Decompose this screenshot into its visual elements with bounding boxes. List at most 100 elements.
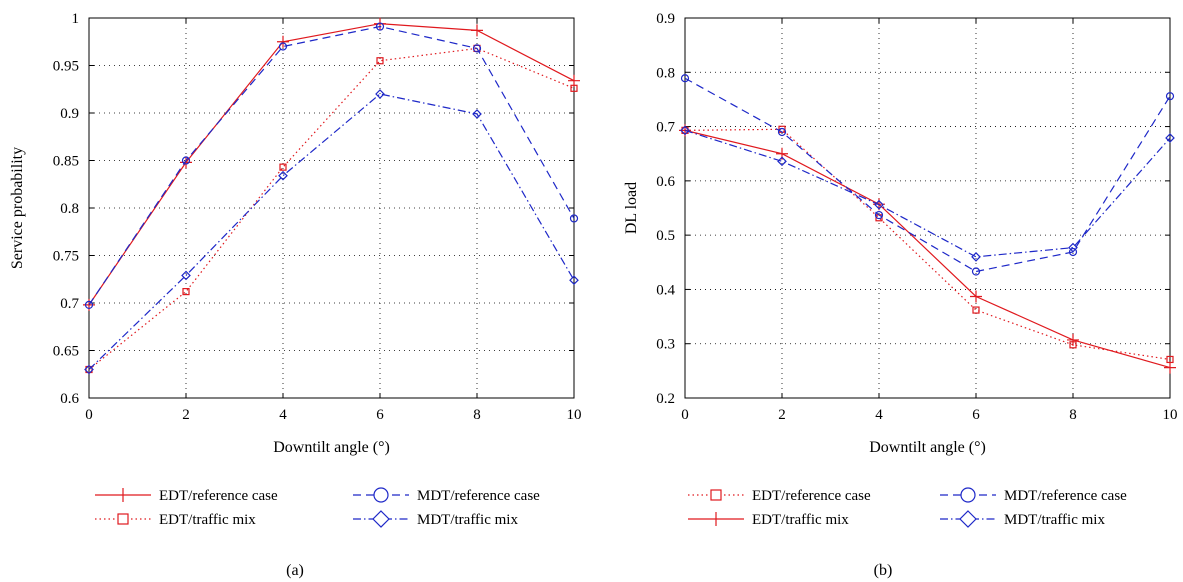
data-point [1067, 333, 1079, 346]
y-tick-label: 0.9 [60, 106, 79, 122]
data-point [181, 156, 191, 165]
x-tick-label: 2 [778, 407, 786, 423]
legend-marker [117, 513, 129, 525]
data-point [180, 156, 192, 169]
data-point [568, 74, 580, 87]
data-point [84, 364, 94, 375]
data-point [471, 24, 483, 37]
series-mdt-traffic-mix [84, 89, 579, 375]
series-edt-traffic-mix [679, 124, 1176, 374]
grid [685, 18, 1170, 398]
data-point [181, 270, 191, 281]
x-tick-label: 4 [279, 407, 287, 423]
legend-label: EDT/traffic mix [752, 512, 849, 528]
x-tick-label: 8 [473, 407, 481, 423]
x-tick-label: 10 [1163, 407, 1178, 423]
series-line [684, 129, 1171, 369]
data-point [277, 35, 289, 48]
legend-label: MDT/reference case [417, 488, 540, 504]
legend-marker [960, 487, 976, 503]
plot-frame [88, 17, 575, 399]
data-point [472, 44, 482, 53]
y-tick-label: 0.4 [656, 282, 675, 298]
y-tick-label: 0.65 [53, 344, 79, 360]
data-point [874, 210, 884, 220]
series-line [684, 77, 1171, 273]
data-point [777, 156, 787, 167]
data-point [279, 163, 287, 171]
x-axis-label: Downtilt angle (°) [273, 439, 390, 456]
x-tick-label: 6 [972, 407, 980, 423]
data-point [375, 22, 385, 31]
y-tick-label: 0.85 [53, 154, 79, 170]
series-edt-reference-case [681, 125, 1174, 364]
data-point [971, 267, 981, 276]
data-point [375, 89, 385, 99]
series-line [88, 93, 575, 370]
y-tick-label: 1 [72, 11, 80, 27]
data-point [972, 306, 980, 314]
data-point [374, 17, 386, 30]
y-tick-label: 0.7 [656, 120, 675, 136]
series-line [88, 47, 575, 370]
y-tick-label: 0.8 [60, 201, 79, 217]
y-tick-label: 0.6 [656, 174, 675, 190]
chart-panel-b: 0 2 4 6 8 10 0.2 0.3 0.4 0.5 0.6 0.7 0.8 0.9 Downtilt … [623, 11, 1178, 579]
y-tick-label: 0.75 [53, 249, 79, 265]
x-axis-label: Downtilt angle (°) [869, 439, 986, 456]
data-point [182, 288, 190, 296]
legend-label: EDT/reference case [752, 488, 871, 504]
series-line [684, 128, 1171, 361]
series-edt-traffic-mix [85, 44, 578, 374]
x-tick-label: 0 [681, 407, 689, 423]
series-line [88, 25, 575, 306]
series-edt-reference-case [83, 17, 580, 311]
data-point [874, 199, 884, 210]
data-point [278, 170, 288, 181]
y-tick-label: 0.95 [53, 59, 79, 75]
data-point [680, 125, 690, 136]
series-line [684, 129, 1171, 258]
data-point [1068, 247, 1078, 257]
data-point [570, 84, 578, 92]
data-point [680, 74, 690, 83]
data-point [84, 300, 94, 309]
data-point [569, 214, 579, 223]
legend: EDT/reference case MDT/reference case EDT/… [688, 487, 1127, 528]
y-tick-label: 0.2 [656, 391, 675, 407]
data-point [85, 365, 93, 374]
series-line [88, 23, 575, 306]
y-tick-label: 0.6 [60, 391, 79, 407]
panel-label: (a) [286, 562, 304, 579]
chart-panel-a: 0 2 4 6 8 10 0.6 0.65 0.7 0.75 0.8 0.85 0.9 0.95 1 Down… [9, 11, 582, 579]
x-tick-label: 10 [567, 407, 582, 423]
series-mdt-reference-case [680, 74, 1175, 276]
legend-label: MDT/traffic mix [417, 512, 518, 528]
data-point [1164, 361, 1176, 374]
data-point [970, 290, 982, 303]
x-tick-label: 4 [875, 407, 883, 423]
plot-frame [684, 17, 1171, 399]
data-point [376, 57, 384, 65]
data-point [278, 42, 288, 51]
panel-label: (b) [874, 562, 893, 579]
grid [89, 18, 574, 398]
y-tick-label: 0.5 [656, 228, 675, 244]
x-tick-label: 6 [376, 407, 384, 423]
y-tick-label: 0.3 [656, 337, 675, 353]
data-point [777, 127, 787, 137]
x-tick-label: 2 [182, 407, 190, 423]
legend-marker [710, 489, 722, 501]
data-point [971, 252, 981, 262]
data-point [1165, 92, 1175, 101]
legend-label: EDT/traffic mix [159, 512, 256, 528]
x-tick-label: 8 [1069, 407, 1077, 423]
y-tick-label: 0.9 [656, 11, 675, 27]
legend: EDT/reference case MDT/reference case EDT/… [95, 487, 540, 528]
data-point [1165, 133, 1175, 143]
y-tick-label: 0.8 [656, 65, 675, 81]
legend-label: EDT/reference case [159, 488, 278, 504]
legend-marker [959, 510, 977, 528]
y-axis-label: DL load [623, 182, 640, 234]
